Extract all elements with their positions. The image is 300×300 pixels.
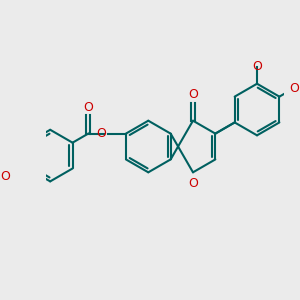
Text: O: O bbox=[289, 82, 299, 95]
Text: O: O bbox=[97, 127, 106, 140]
Text: O: O bbox=[188, 176, 198, 190]
Text: O: O bbox=[188, 88, 198, 101]
Text: O: O bbox=[83, 101, 93, 114]
Text: O: O bbox=[252, 61, 262, 74]
Text: O: O bbox=[1, 170, 10, 183]
